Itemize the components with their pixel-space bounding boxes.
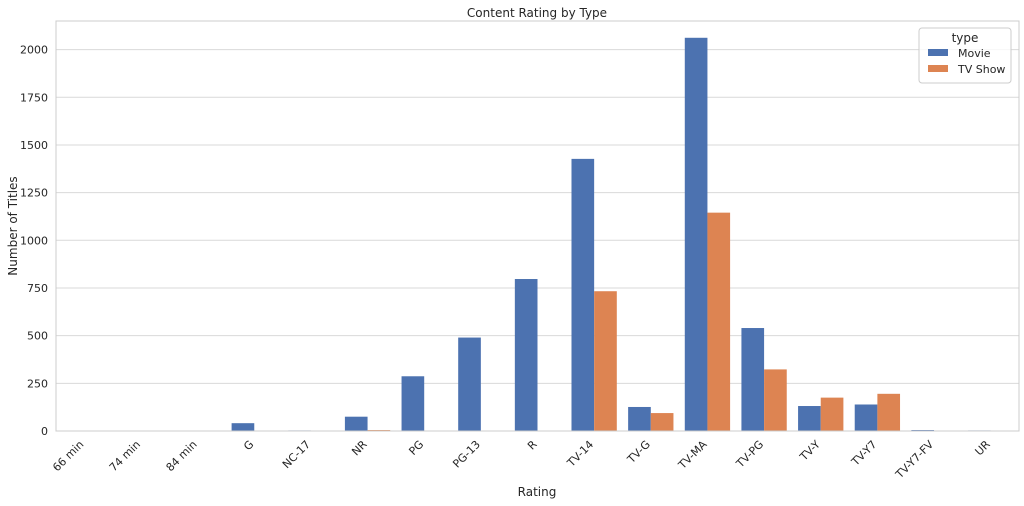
bar-movie-pg-13 <box>458 337 481 431</box>
legend-swatch-tv-show <box>928 65 948 72</box>
bar-tv-show-tv-ma <box>707 212 731 431</box>
x-tick-label-tv-g: TV-G <box>624 438 653 467</box>
y-tick-label-1250: 1250 <box>20 187 48 200</box>
bar-movie-tv-pg <box>741 328 765 431</box>
bar-movie-pg <box>401 376 425 431</box>
x-tick-label-ur: UR <box>973 438 994 459</box>
x-tick-labels: 66 min 74 min 84 min G NC-17 NR PG PG-13 R TV-14 T… <box>50 438 993 482</box>
x-tick-label-r: R <box>525 438 540 453</box>
y-tick-label-500: 500 <box>27 330 48 343</box>
legend-swatch-movie <box>928 49 948 56</box>
legend-title: type <box>952 31 979 45</box>
plot-frame <box>55 20 1020 432</box>
bar-tv-show-tv-pg <box>764 369 787 431</box>
bars <box>61 37 991 431</box>
x-tick-label-tv-pg: TV-PG <box>733 438 766 471</box>
bar-tv-show-tv-y <box>820 397 844 431</box>
y-tick-label-250: 250 <box>27 377 48 390</box>
x-tick-label-66-min: 66 min <box>50 438 86 474</box>
x-tick-label-84-min: 84 min <box>163 438 199 474</box>
y-tick-label-2000: 2000 <box>20 44 48 57</box>
bar-movie-r <box>514 279 538 431</box>
y-tick-label-750: 750 <box>27 282 48 295</box>
bar-movie-tv-g <box>628 406 651 431</box>
y-tick-labels: 0 250 500 750 1000 1250 1500 1750 2000 <box>20 44 48 438</box>
x-tick-label-nc-17: NC-17 <box>280 438 313 471</box>
gridlines <box>56 49 1019 432</box>
bar-movie-tv-y7 <box>854 404 878 431</box>
x-tick-label-tv-y7: TV-Y7 <box>848 438 879 469</box>
x-tick-label-74-min: 74 min <box>107 438 143 474</box>
bar-movie-g <box>231 423 255 431</box>
y-axis-label: Number of Titles <box>6 176 20 275</box>
x-tick-label-pg-13: PG-13 <box>450 438 483 471</box>
y-tick-label-1000: 1000 <box>20 234 48 247</box>
bar-tv-show-tv-y7 <box>877 393 901 431</box>
x-tick-label-tv-y7-fv: TV-Y7-FV <box>892 438 936 482</box>
bar-movie-tv-y <box>798 406 821 431</box>
legend: type Movie TV Show <box>918 27 1012 84</box>
x-tick-label-nr: NR <box>349 438 370 459</box>
x-tick-label-tv-y: TV-Y <box>797 438 823 464</box>
y-tick-label-1750: 1750 <box>20 91 48 104</box>
bar-movie-tv-ma <box>684 37 708 431</box>
y-tick-label-0: 0 <box>41 425 48 438</box>
x-axis-label: Rating <box>518 485 557 499</box>
x-tick-label-tv-14: TV-14 <box>564 438 596 470</box>
y-tick-label-1500: 1500 <box>20 139 48 152</box>
x-tick-label-tv-ma: TV-MA <box>675 438 710 473</box>
bar-movie-tv-14 <box>571 158 595 431</box>
legend-label-movie: Movie <box>958 47 991 60</box>
chart-title: Content Rating by Type <box>467 6 607 20</box>
bar-movie-nr <box>344 416 368 431</box>
bar-tv-show-tv-14 <box>594 291 617 431</box>
bar-tv-show-tv-g <box>650 413 674 431</box>
x-tick-label-g: G <box>241 438 256 453</box>
legend-label-tv-show: TV Show <box>957 63 1005 76</box>
x-tick-label-pg: PG <box>406 438 426 458</box>
